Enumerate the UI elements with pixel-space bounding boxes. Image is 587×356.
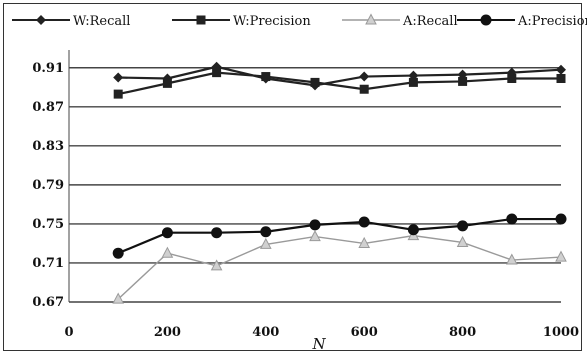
x-tick-label-2: 400: [252, 325, 279, 340]
legend-label-1: W:Precision: [233, 14, 311, 29]
data-point-s2-1: [161, 246, 174, 258]
data-point-s3-3: [260, 226, 272, 238]
y-tick-label-1: 0.87: [32, 100, 64, 115]
data-point-s1-3: [261, 72, 271, 82]
x-tick-label-1: 200: [154, 325, 181, 340]
data-point-s2-2: [210, 259, 223, 271]
data-point-s0-9: [556, 64, 566, 75]
data-point-s3-5: [358, 216, 370, 228]
y-tick-label-5: 0.71: [32, 256, 64, 271]
data-point-s2-0: [112, 292, 125, 304]
x-tick-label-4: 800: [449, 325, 476, 340]
data-point-s3-7: [457, 220, 469, 232]
y-tick-label-3: 0.79: [32, 178, 64, 193]
data-point-s3-4: [309, 219, 321, 231]
data-point-s3-1: [161, 227, 173, 239]
chart-frame: [3, 3, 582, 351]
data-point-s1-0: [113, 89, 123, 99]
data-point-s2-8: [505, 253, 518, 265]
data-point-s1-9: [556, 73, 566, 83]
legend-marker-2: [365, 13, 377, 25]
x-tick-label-5: 1000: [543, 325, 579, 340]
data-point-s0-5: [359, 71, 370, 82]
data-point-s2-7: [456, 235, 469, 247]
y-tick-label-6: 0.67: [32, 295, 64, 310]
data-point-s2-3: [259, 237, 272, 249]
data-point-s1-1: [162, 78, 172, 88]
data-point-s1-4: [310, 77, 320, 87]
y-tick-label-0: 0.91: [32, 61, 64, 76]
legend-label-3: A:Precision: [517, 14, 587, 29]
data-point-s1-7: [458, 76, 468, 86]
data-point-s3-9: [555, 213, 567, 225]
series-line-0: [118, 65, 562, 87]
data-point-s1-8: [507, 73, 517, 83]
series-line-3: [117, 217, 561, 255]
legend-label-0: W:Recall: [73, 14, 130, 29]
data-point-s3-8: [506, 213, 518, 225]
data-point-s1-5: [359, 84, 369, 94]
data-point-s2-4: [309, 230, 321, 242]
data-point-s1-6: [408, 77, 418, 87]
y-tick-label-4: 0.75: [32, 217, 64, 232]
series-line-2: [117, 234, 562, 300]
data-point-s2-5: [358, 236, 371, 248]
y-tick-label-2: 0.83: [32, 139, 64, 154]
series-line-1: [117, 71, 561, 96]
x-axis-title: N: [311, 335, 326, 353]
data-point-s3-2: [211, 227, 223, 239]
legend-marker-3: [480, 14, 492, 26]
data-point-s2-9: [555, 250, 567, 262]
data-point-s1-2: [212, 68, 222, 78]
legend-label-2: A:Recall: [402, 14, 458, 29]
x-tick-label-3: 600: [351, 325, 378, 340]
data-point-s3-6: [407, 224, 419, 236]
data-point-s3-0: [112, 247, 124, 259]
legend-marker-1: [196, 15, 206, 25]
legend-marker-0: [36, 15, 46, 25]
data-point-s0-0: [113, 72, 124, 83]
x-tick-label-0: 0: [64, 325, 73, 340]
